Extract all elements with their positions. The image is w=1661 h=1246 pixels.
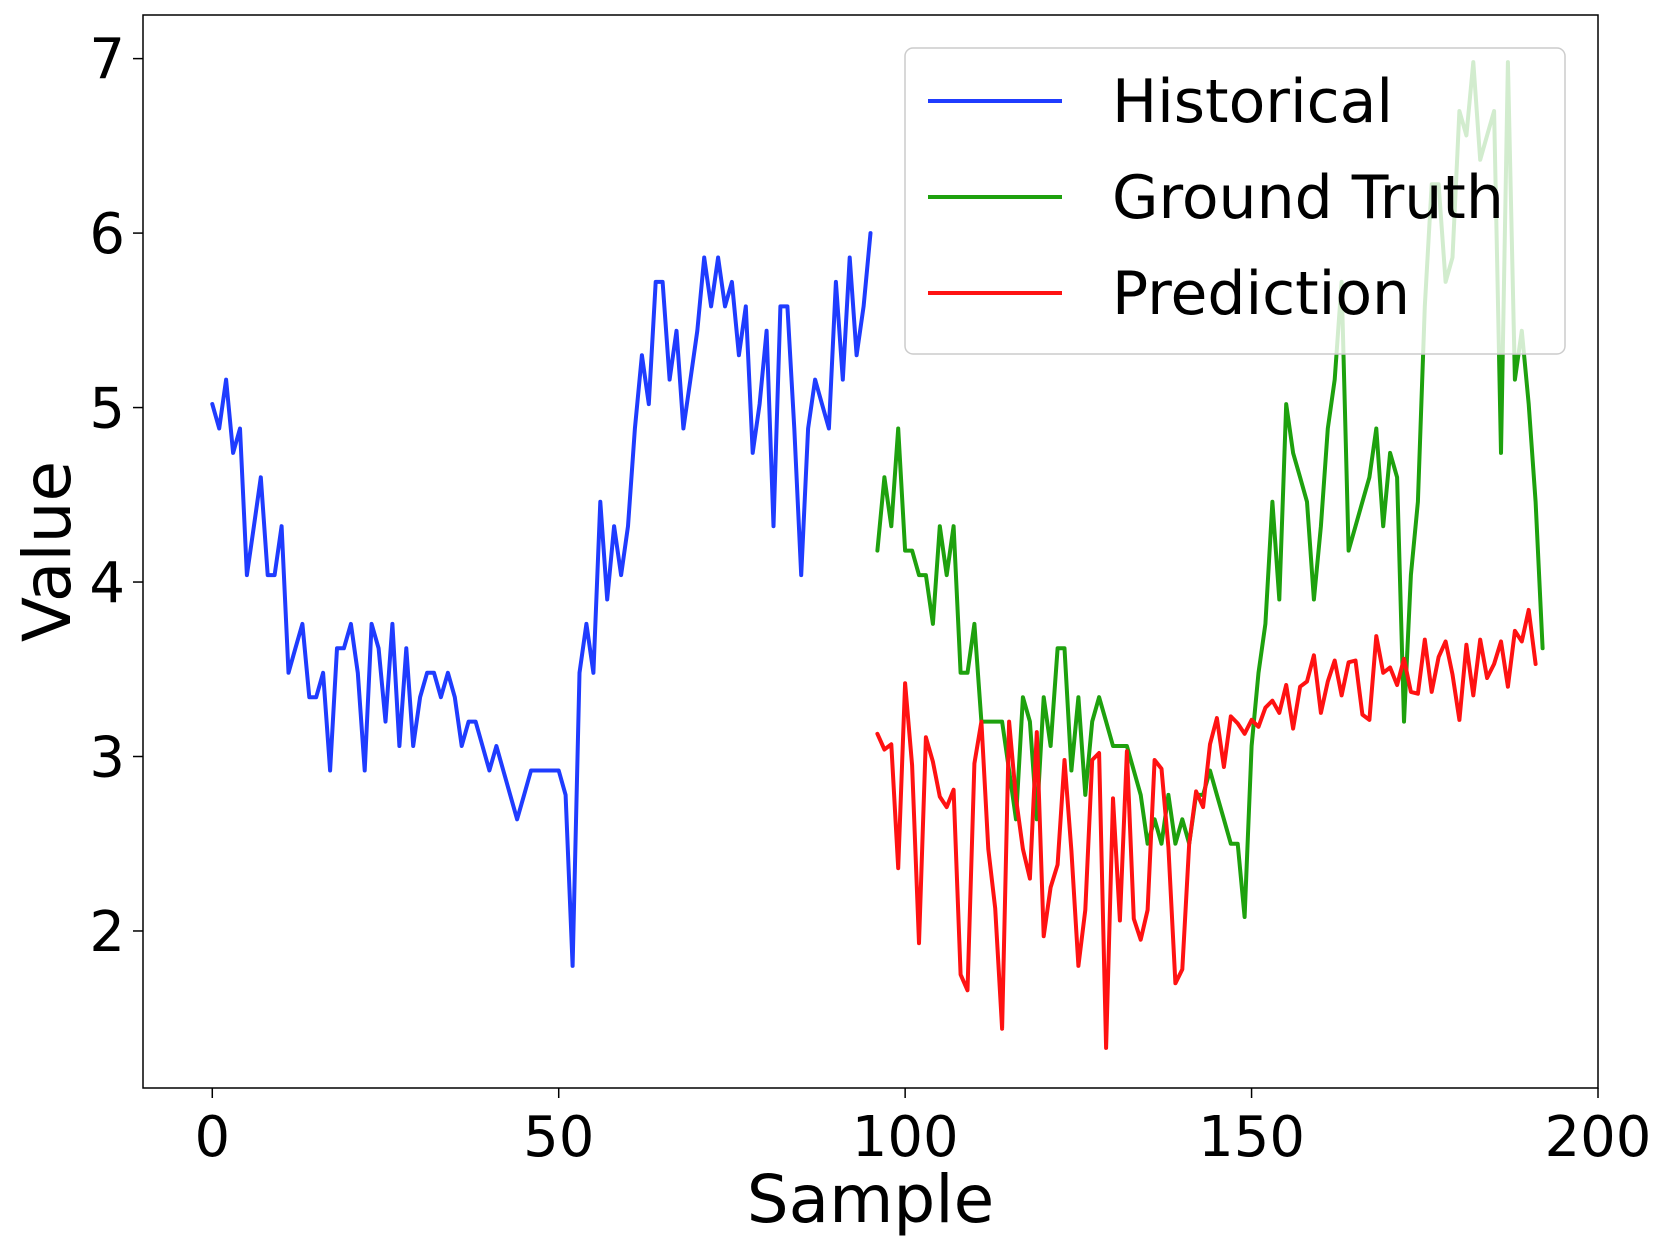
legend: Historical Ground Truth Prediction xyxy=(904,47,1566,355)
legend-label-prediction: Prediction xyxy=(1112,259,1410,329)
y-tick-label: 3 xyxy=(89,726,125,791)
y-tick-label: 5 xyxy=(89,377,125,442)
x-axis-title: Sample xyxy=(747,1161,994,1238)
x-tick-label: 150 xyxy=(1198,1105,1305,1170)
x-tick-label: 0 xyxy=(194,1105,230,1170)
legend-label-ground-truth: Ground Truth xyxy=(1112,163,1504,233)
series-line-historical xyxy=(210,231,873,968)
x-tick-label: 200 xyxy=(1545,1105,1652,1170)
legend-items: Historical Ground Truth Prediction xyxy=(928,67,1504,329)
series-line-prediction xyxy=(875,607,1538,1050)
x-tick-label: 50 xyxy=(523,1105,594,1170)
y-axis: 2 3 4 5 6 7 xyxy=(89,28,143,965)
plot-area-frame xyxy=(142,14,1599,1089)
y-tick-label: 7 xyxy=(89,28,125,93)
y-axis-title: Value xyxy=(9,461,86,642)
x-axis: 0 50 100 150 200 xyxy=(194,1088,1651,1170)
y-tick-label: 6 xyxy=(89,202,125,267)
legend-label-historical: Historical xyxy=(1112,67,1393,137)
x-tick-label: 100 xyxy=(852,1105,959,1170)
legend-box xyxy=(904,47,1566,355)
y-tick-label: 4 xyxy=(89,551,125,616)
y-tick-label: 2 xyxy=(89,900,125,965)
